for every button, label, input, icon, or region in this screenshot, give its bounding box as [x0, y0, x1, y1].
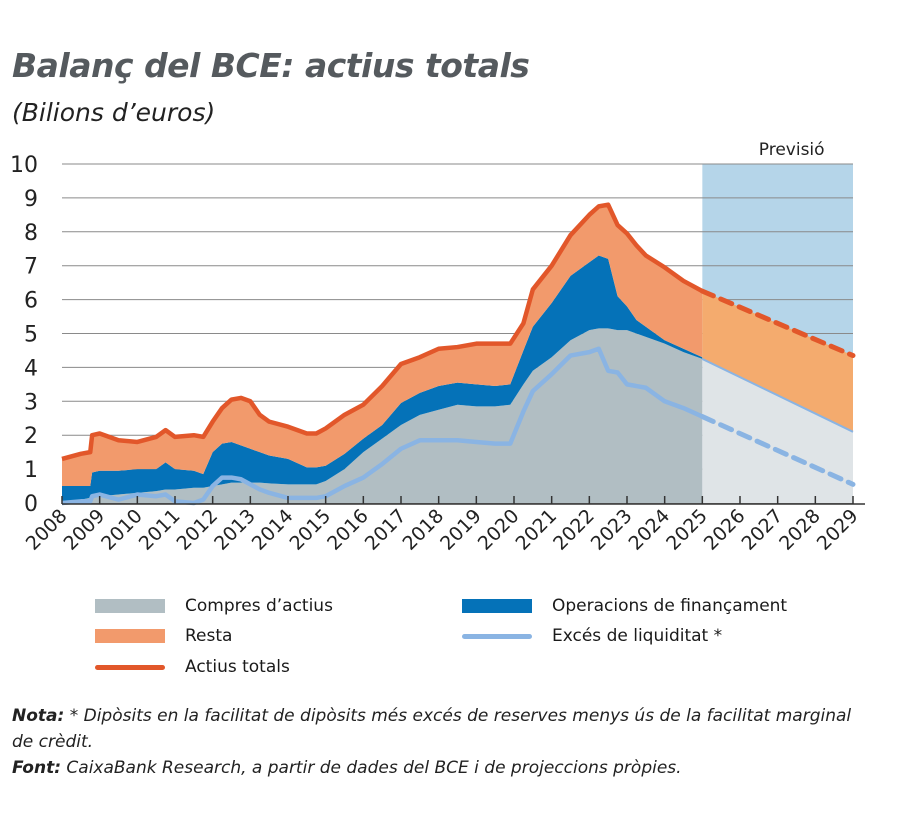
legend-label: Excés de liquiditat *: [552, 626, 723, 646]
x-tick-label: 2021: [511, 505, 561, 555]
y-tick-label: 3: [24, 390, 38, 415]
chart-subtitle: (Bilions d’euros): [12, 98, 216, 127]
x-tick-label: 2011: [135, 505, 185, 555]
legend-label: Actius totals: [185, 657, 290, 677]
x-tick-label: 2010: [97, 505, 147, 555]
x-tick-label: 2009: [59, 505, 109, 555]
line-excess-liquidity: [61, 346, 704, 506]
x-tick-label: 2024: [624, 505, 674, 555]
x-tick-label: 2025: [662, 505, 712, 555]
legend-compres: Compres d’actius: [95, 596, 333, 616]
legend-total: Actius totals: [95, 657, 290, 677]
nota-text: * Dipòsits en la facilitat de dipòsits m…: [12, 706, 852, 752]
legend-swatch-excess: [462, 633, 532, 639]
x-tick-label: 2012: [172, 505, 222, 555]
x-tick-label: 2028: [775, 505, 825, 555]
source-label: Font:: [12, 758, 61, 778]
x-tick-label: 2020: [474, 505, 524, 555]
source-text: CaixaBank Research, a partir de dades de…: [61, 758, 682, 778]
forecast-label: Previsió: [759, 140, 825, 160]
y-tick-label: 4: [24, 356, 38, 381]
chart-title: Balanç del BCE: actius totals: [12, 46, 530, 85]
y-tick-label: 6: [24, 289, 38, 314]
x-tick-label: 2017: [361, 505, 411, 555]
legend-label: Compres d’actius: [185, 596, 333, 616]
nota-label: Nota:: [12, 706, 65, 726]
area-operacions: [62, 255, 703, 503]
x-tick-label: 2023: [587, 505, 637, 555]
x-tick-label: 2013: [210, 505, 260, 555]
forecast-line-total: [699, 288, 856, 359]
area-compres: [62, 328, 703, 503]
y-tick-label: 9: [24, 187, 38, 212]
legend-excess: Excés de liquiditat *: [462, 626, 722, 646]
y-tick-label: 10: [10, 153, 38, 178]
notes: Nota: * Dipòsits en la facilitat de dipò…: [12, 703, 872, 781]
legend-label: Operacions de finançament: [552, 596, 788, 616]
legend-swatch-resta: [95, 629, 165, 643]
legend-swatch-compres: [95, 599, 165, 613]
legend-swatch-total: [95, 664, 165, 670]
forecast-area-resta: [702, 291, 853, 432]
legend-label: Resta: [185, 626, 233, 646]
x-tick-label: 2022: [549, 505, 599, 555]
legend-swatch-operacions: [462, 599, 532, 613]
legend-resta: Resta: [95, 626, 232, 646]
legend-operacions: Operacions de finançament: [462, 596, 787, 616]
y-tick-label: 8: [24, 221, 38, 246]
y-tick-label: 1: [24, 458, 38, 483]
y-tick-label: 5: [24, 323, 38, 348]
y-tick-label: 7: [24, 255, 38, 280]
x-tick-label: 2014: [248, 505, 298, 555]
x-tick-label: 2026: [700, 505, 750, 555]
x-tick-label: 2016: [323, 505, 373, 555]
x-tick-label: 2015: [285, 505, 335, 555]
x-tick-label: 2019: [436, 505, 486, 555]
chart-plot: Previsió01234567891020082009201020112012…: [10, 140, 865, 555]
forecast-compres-edge: [701, 358, 854, 433]
y-tick-label: 0: [24, 492, 38, 517]
x-tick-label: 2027: [737, 505, 787, 555]
y-tick-label: 2: [24, 424, 38, 449]
line-total-assets: [61, 202, 704, 462]
forecast-line-excess: [699, 414, 856, 487]
x-tick-label: 2029: [813, 505, 863, 555]
x-tick-label: 2018: [398, 505, 448, 555]
area-resta: [62, 204, 703, 487]
